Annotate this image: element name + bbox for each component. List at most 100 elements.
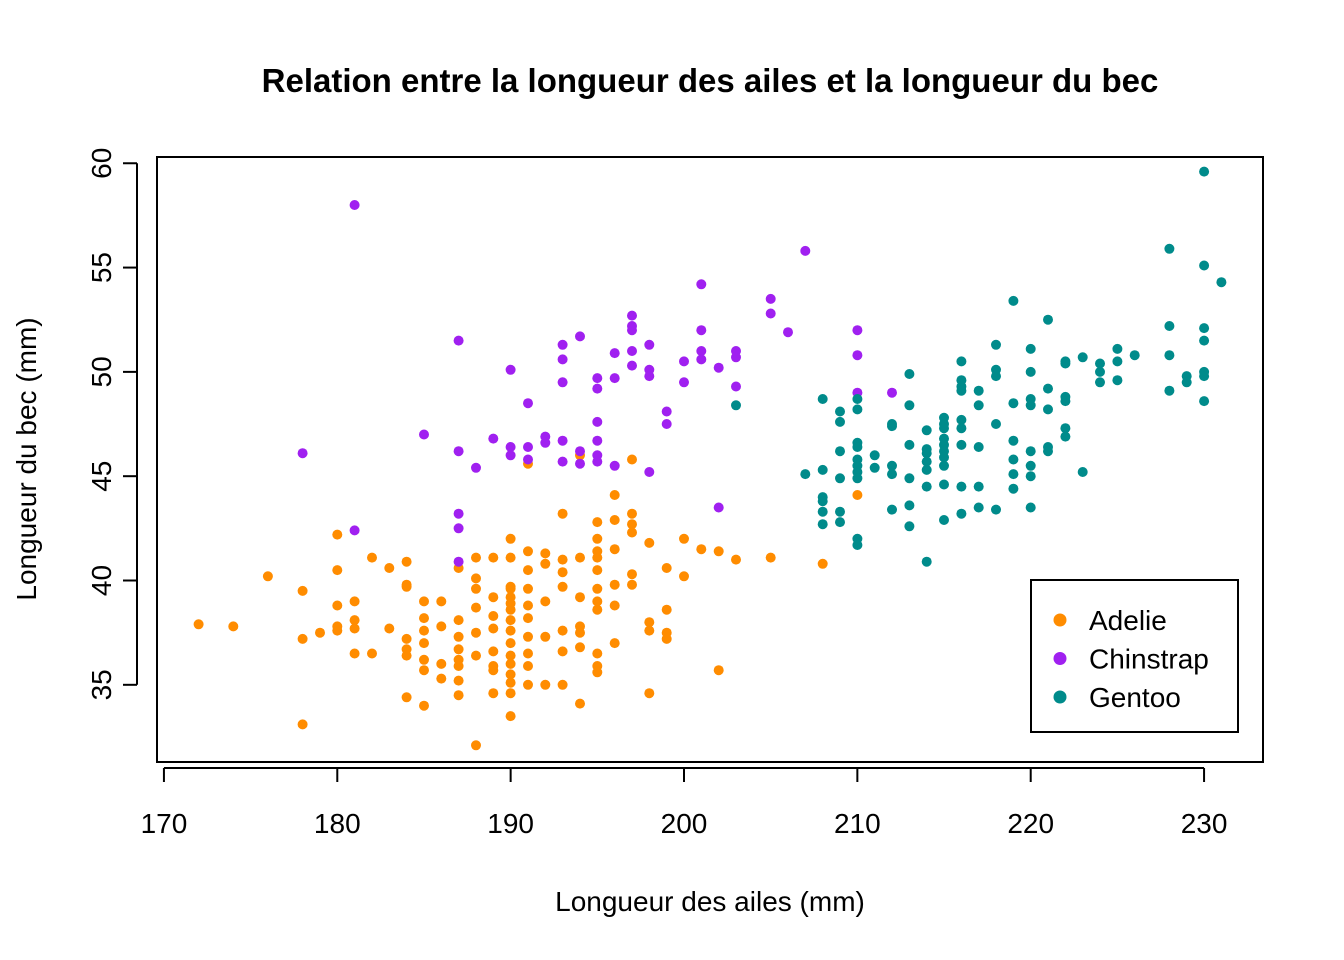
data-point bbox=[904, 369, 915, 379]
data-point bbox=[523, 398, 533, 409]
data-point bbox=[471, 602, 481, 613]
x-tick-label: 210 bbox=[834, 808, 881, 839]
data-point bbox=[835, 416, 845, 427]
data-point bbox=[453, 661, 464, 671]
data-point bbox=[453, 508, 464, 519]
data-point bbox=[384, 563, 395, 573]
data-point bbox=[644, 339, 655, 350]
data-point bbox=[817, 558, 828, 569]
data-point bbox=[852, 442, 863, 452]
data-point bbox=[644, 371, 655, 382]
data-point bbox=[956, 423, 967, 434]
data-point bbox=[419, 700, 429, 711]
x-tick-label: 230 bbox=[1181, 808, 1228, 839]
data-point bbox=[852, 325, 863, 336]
data-point bbox=[696, 354, 707, 365]
data-point bbox=[887, 460, 897, 471]
data-point bbox=[540, 437, 551, 448]
data-point bbox=[349, 623, 360, 634]
data-point bbox=[1060, 396, 1071, 407]
data-point bbox=[644, 467, 655, 477]
data-point bbox=[904, 521, 915, 532]
data-point bbox=[488, 433, 499, 444]
data-point bbox=[592, 583, 603, 594]
data-point bbox=[713, 665, 724, 676]
data-point bbox=[904, 439, 915, 450]
data-point bbox=[1199, 371, 1210, 382]
data-point bbox=[575, 592, 585, 603]
data-point bbox=[991, 339, 1001, 350]
data-point bbox=[1164, 385, 1175, 396]
data-point bbox=[557, 377, 568, 388]
x-axis-label: Longueur des ailes (mm) bbox=[555, 886, 865, 917]
data-point bbox=[1077, 467, 1088, 477]
data-point bbox=[557, 354, 568, 365]
data-point bbox=[488, 611, 499, 621]
data-point bbox=[401, 556, 412, 567]
data-point bbox=[609, 600, 620, 611]
data-point bbox=[1199, 323, 1210, 334]
y-axis-label: Longueur du bec (mm) bbox=[11, 317, 42, 600]
data-point bbox=[505, 552, 516, 563]
data-point bbox=[592, 565, 603, 576]
data-point bbox=[1043, 404, 1053, 415]
data-point bbox=[523, 565, 533, 576]
data-point bbox=[505, 625, 516, 636]
data-point bbox=[1199, 335, 1210, 346]
legend-marker bbox=[1053, 652, 1067, 665]
data-point bbox=[627, 508, 637, 519]
data-point bbox=[453, 335, 464, 346]
data-point bbox=[1077, 352, 1088, 363]
data-point bbox=[627, 310, 637, 321]
data-point bbox=[609, 579, 620, 590]
data-point bbox=[835, 446, 845, 457]
data-point bbox=[800, 469, 811, 480]
x-tick-label: 180 bbox=[314, 808, 361, 839]
data-point bbox=[349, 200, 360, 210]
data-point bbox=[488, 646, 499, 657]
data-point bbox=[1129, 350, 1140, 361]
data-point bbox=[904, 473, 915, 484]
data-point bbox=[592, 533, 603, 544]
x-tick-label: 170 bbox=[141, 808, 188, 839]
data-point bbox=[523, 546, 533, 557]
data-point bbox=[609, 460, 620, 471]
data-point bbox=[575, 446, 585, 457]
data-point bbox=[731, 554, 741, 565]
data-point bbox=[1164, 350, 1175, 361]
legend: Adelie Chinstrap Gentoo bbox=[1030, 579, 1239, 733]
data-point bbox=[1025, 366, 1036, 377]
data-point bbox=[540, 631, 551, 642]
data-point bbox=[609, 490, 620, 500]
data-point bbox=[679, 533, 689, 544]
data-point bbox=[367, 648, 377, 659]
data-point bbox=[661, 419, 672, 429]
data-point bbox=[436, 658, 447, 669]
data-point bbox=[401, 581, 412, 592]
data-point bbox=[921, 481, 932, 492]
data-point bbox=[765, 308, 776, 319]
data-point bbox=[1043, 383, 1053, 394]
data-point bbox=[505, 658, 516, 669]
data-point bbox=[557, 679, 568, 690]
data-point bbox=[696, 346, 707, 356]
data-point bbox=[1025, 400, 1036, 411]
data-point bbox=[592, 648, 603, 659]
data-point bbox=[557, 581, 568, 592]
data-point bbox=[488, 592, 499, 603]
data-point bbox=[523, 442, 533, 452]
data-point bbox=[592, 596, 603, 607]
data-point bbox=[956, 385, 967, 396]
data-point bbox=[592, 456, 603, 467]
data-point bbox=[401, 650, 412, 661]
data-point bbox=[1008, 295, 1019, 306]
data-point bbox=[627, 346, 637, 356]
data-point bbox=[1008, 483, 1019, 494]
data-point bbox=[453, 675, 464, 686]
data-point bbox=[401, 633, 412, 644]
data-point bbox=[627, 579, 637, 590]
data-point bbox=[835, 517, 845, 528]
data-point bbox=[644, 625, 655, 636]
data-point bbox=[453, 446, 464, 457]
